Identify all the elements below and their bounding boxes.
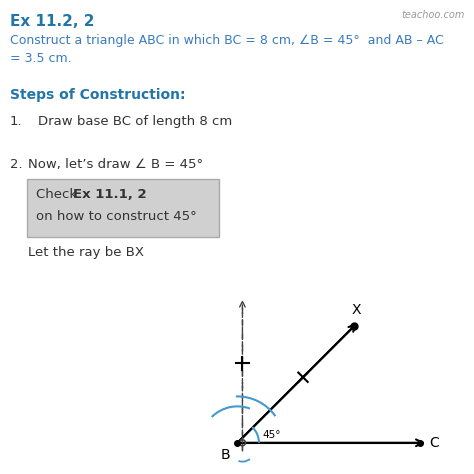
Text: C: C xyxy=(429,436,438,450)
Text: 2.: 2. xyxy=(10,158,23,171)
Text: = 3.5 cm.: = 3.5 cm. xyxy=(10,52,72,65)
Text: Ex 11.1, 2: Ex 11.1, 2 xyxy=(73,188,146,201)
Text: Draw base BC of length 8 cm: Draw base BC of length 8 cm xyxy=(38,115,232,128)
Text: Steps of Construction:: Steps of Construction: xyxy=(10,88,185,102)
Text: X: X xyxy=(351,303,361,318)
Text: Check: Check xyxy=(36,188,82,201)
FancyBboxPatch shape xyxy=(27,179,219,237)
Text: on how to construct 45°: on how to construct 45° xyxy=(36,210,197,223)
Text: 45°: 45° xyxy=(262,430,281,440)
Text: Now, let’s draw ∠ B = 45°: Now, let’s draw ∠ B = 45° xyxy=(28,158,203,171)
Text: B: B xyxy=(220,448,230,462)
Text: teachoo.com: teachoo.com xyxy=(401,10,465,20)
Text: Let the ray be BX: Let the ray be BX xyxy=(28,246,144,259)
Text: Ex 11.2, 2: Ex 11.2, 2 xyxy=(10,14,94,29)
Text: Construct a triangle ABC in which BC = 8 cm, ∠B = 45°  and AB – AC: Construct a triangle ABC in which BC = 8… xyxy=(10,34,444,47)
Text: 1.: 1. xyxy=(10,115,23,128)
